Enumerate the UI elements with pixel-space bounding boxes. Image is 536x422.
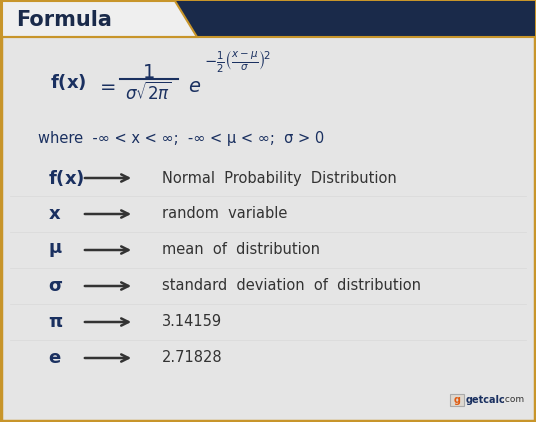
Text: 3.14159: 3.14159	[162, 314, 222, 330]
Text: $\mathbf{\mu}$: $\mathbf{\mu}$	[48, 241, 63, 259]
Text: $\mathbf{\pi}$: $\mathbf{\pi}$	[48, 313, 63, 331]
Text: .com: .com	[502, 395, 524, 405]
Text: $\mathbf{\sigma}$: $\mathbf{\sigma}$	[48, 277, 63, 295]
FancyBboxPatch shape	[450, 394, 464, 406]
Text: $\mathbf{f(x)}$: $\mathbf{f(x)}$	[48, 168, 84, 188]
Text: $1$: $1$	[142, 62, 154, 81]
Text: $-\frac{1}{2}\left(\frac{x-\mu}{\sigma}\right)^{\!2}$: $-\frac{1}{2}\left(\frac{x-\mu}{\sigma}\…	[204, 49, 271, 75]
Text: mean  of  distribution: mean of distribution	[162, 243, 320, 257]
Text: $\mathbf{f(x)}$: $\mathbf{f(x)}$	[50, 72, 86, 92]
Text: $=$: $=$	[96, 76, 116, 95]
Text: Formula: Formula	[16, 10, 112, 30]
Text: $\sigma\sqrt{2\pi}$: $\sigma\sqrt{2\pi}$	[124, 82, 172, 104]
Text: g: g	[453, 395, 460, 405]
Polygon shape	[2, 1, 197, 37]
Text: standard  deviation  of  distribution: standard deviation of distribution	[162, 279, 421, 293]
Text: where  -∞ < x < ∞;  -∞ < μ < ∞;  σ > 0: where -∞ < x < ∞; -∞ < μ < ∞; σ > 0	[38, 130, 324, 146]
Text: $\mathbf{x}$: $\mathbf{x}$	[48, 205, 61, 223]
Text: getcalc: getcalc	[466, 395, 506, 405]
Text: random  variable: random variable	[162, 206, 287, 222]
Text: $e$: $e$	[188, 76, 201, 95]
Text: $\mathbf{e}$: $\mathbf{e}$	[48, 349, 62, 367]
Text: Normal  Probability  Distribution: Normal Probability Distribution	[162, 170, 397, 186]
Text: 2.71828: 2.71828	[162, 351, 222, 365]
Bar	[1, 1, 535, 37]
